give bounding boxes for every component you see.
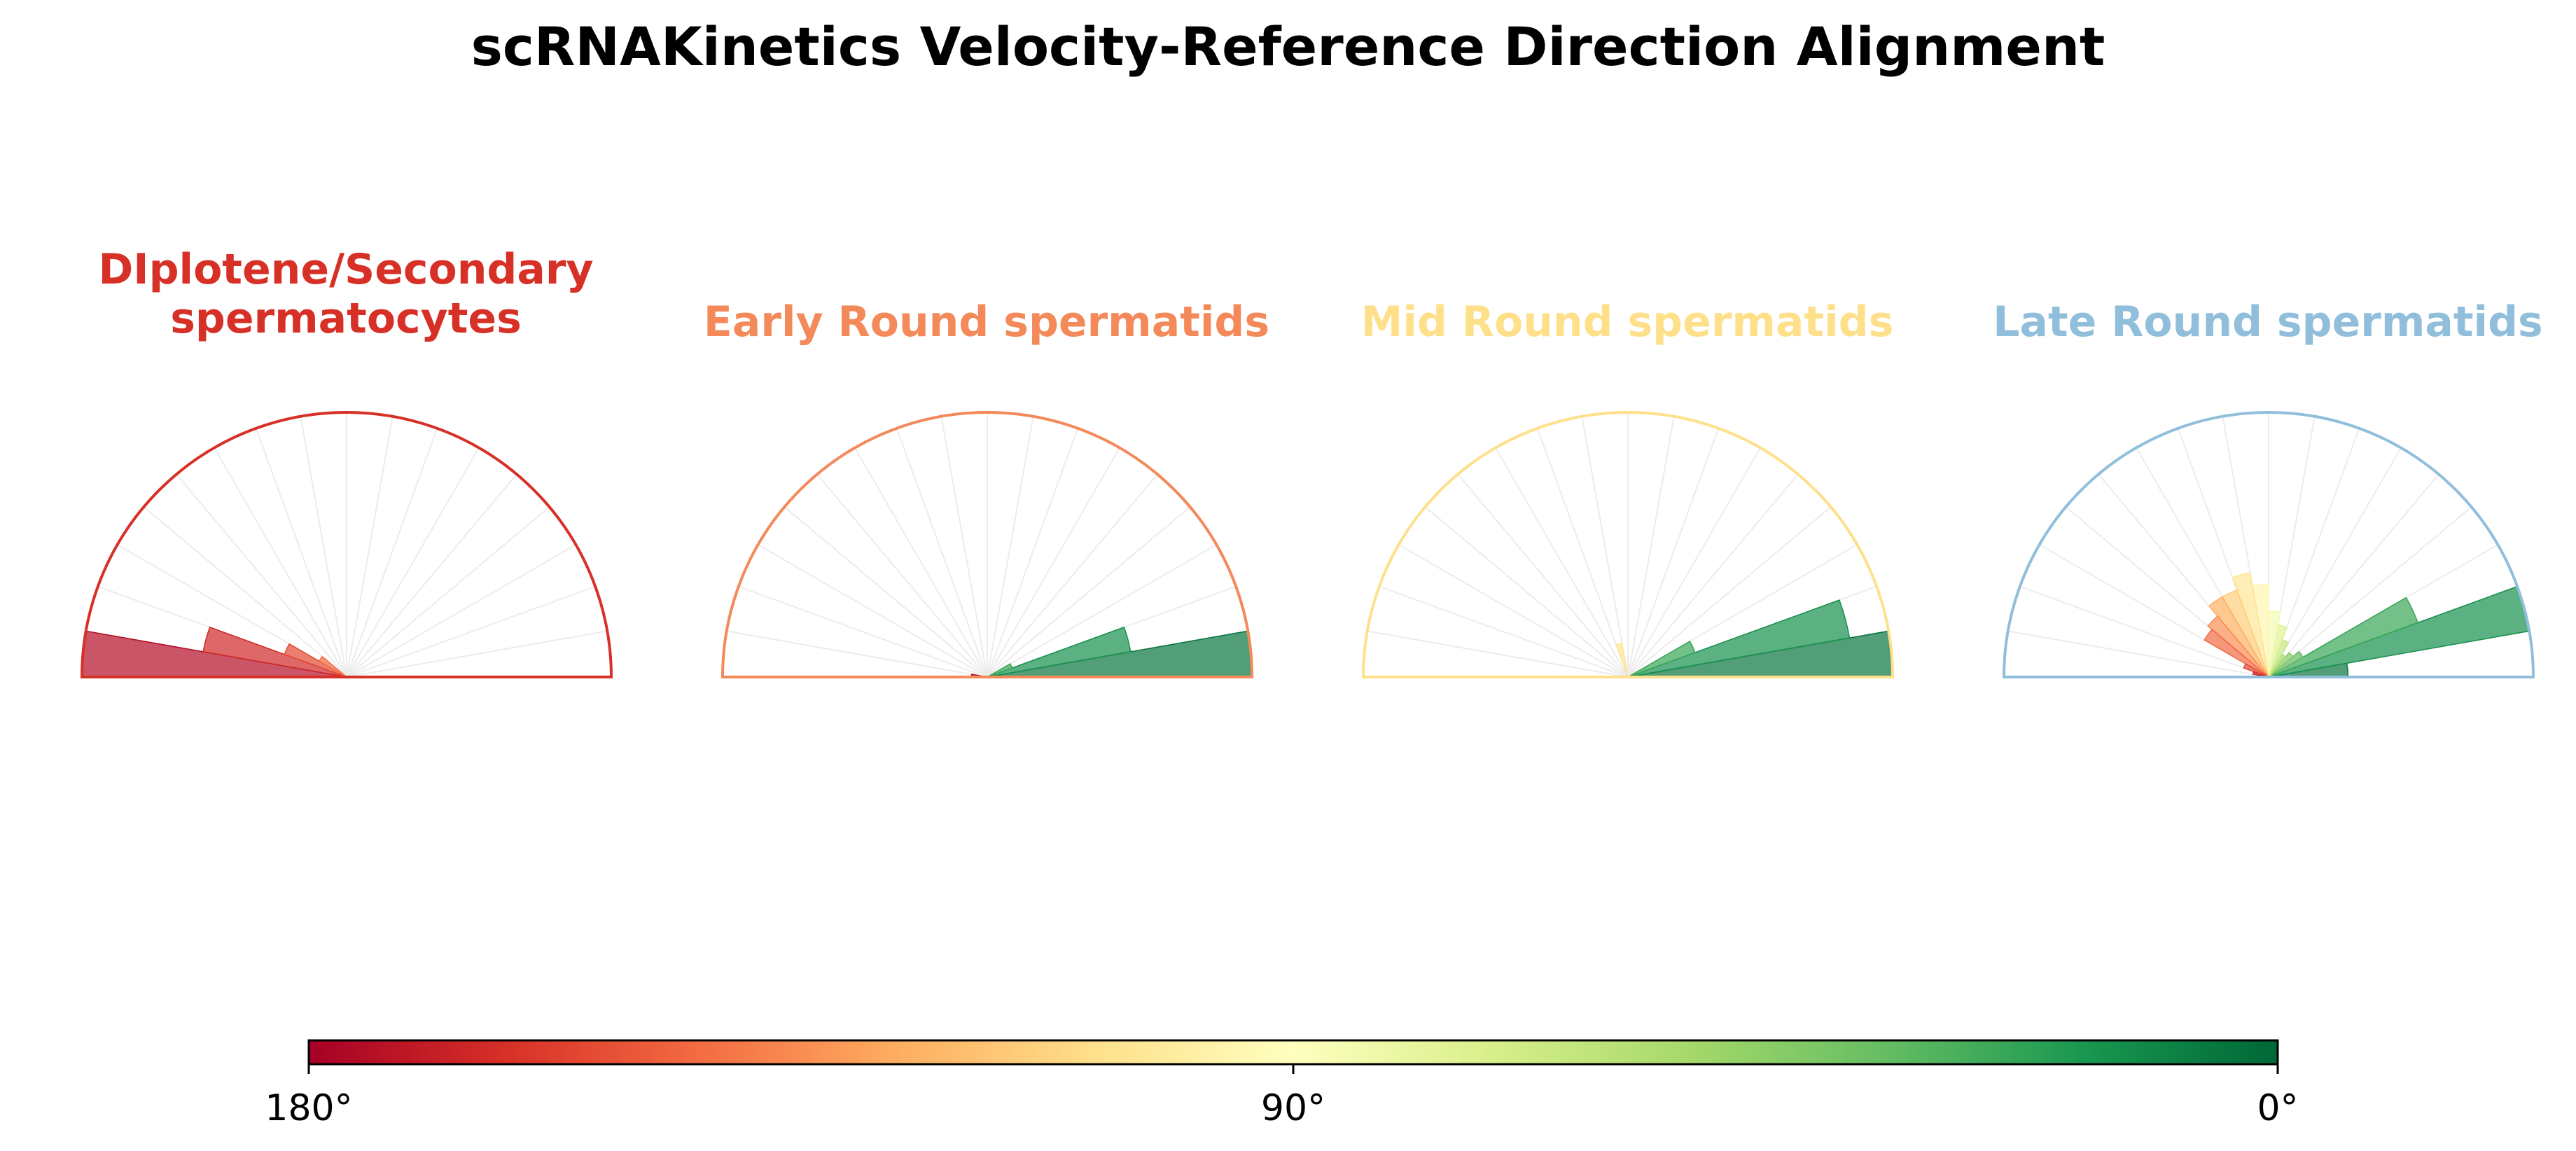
panel-title-late-round: Late Round spermatids: [1953, 298, 2576, 347]
panel-title-early-round: Early Round spermatids: [671, 298, 1302, 347]
polar-gridline: [346, 428, 438, 678]
chart-title: scRNAKinetics Velocity-Reference Directi…: [471, 15, 2105, 78]
polar-bar-wedge: [1627, 640, 1696, 678]
polar-gridline: [1457, 473, 1629, 678]
polar-panel: [80, 411, 613, 678]
polar-gridline: [2268, 473, 2439, 678]
polar-bar-wedge: [318, 655, 347, 678]
polar-gridline: [2268, 447, 2402, 678]
polar-gridline: [2019, 585, 2269, 678]
polar-gridline: [2268, 506, 2472, 678]
polar-panel: [2002, 411, 2535, 678]
panel-title-line1: Mid Round spermatids: [1360, 298, 1894, 347]
polar-gridline: [1581, 416, 1629, 678]
polar-gridline: [255, 428, 347, 678]
polar-gridline: [1536, 428, 1629, 678]
polar-bar-wedge: [1615, 642, 1629, 678]
polar-gridline: [1627, 447, 1761, 678]
polar-frame: [80, 411, 613, 678]
polar-gridline: [987, 544, 1217, 678]
polar-gridline: [214, 447, 347, 678]
polar-gridline: [1627, 416, 1675, 678]
polar-gridline: [784, 506, 988, 678]
polar-bar-wedge: [2268, 650, 2304, 678]
polar-panel: [1361, 411, 1895, 678]
polar-gridline: [987, 506, 1191, 678]
polar-gridline: [1367, 630, 1629, 678]
polar-bar-wedge: [2203, 628, 2269, 678]
polar-gridline: [758, 544, 988, 678]
panel-title-line1: DIplotene/Secondary: [98, 245, 594, 294]
polar-gridline: [2007, 630, 2269, 678]
polar-bar-wedge: [987, 663, 1013, 678]
polar-gridline: [726, 630, 988, 678]
colorbar-tick-90: 90°: [1260, 1087, 1326, 1129]
polar-bar-wedge: [2268, 652, 2294, 678]
polar-gridline: [987, 428, 1079, 678]
polar-gridline: [346, 506, 550, 678]
polar-bar-wedge: [2243, 663, 2269, 678]
panel-title-diplotene: DIplotene/Secondary spermatocytes: [31, 245, 661, 343]
polar-gridline: [1398, 544, 1629, 678]
polar-gridline: [1495, 447, 1629, 678]
polar-bar-wedge: [2208, 596, 2269, 678]
polar-gridline: [987, 447, 1120, 678]
polar-gridline: [738, 585, 988, 678]
polar-bar-wedge: [2207, 615, 2269, 678]
polar-bar-wedge: [202, 626, 347, 678]
polar-gridline: [1627, 506, 1832, 678]
colorbar: [307, 1039, 2279, 1066]
polar-panel: [720, 411, 1254, 678]
polar-gridline: [300, 416, 347, 678]
polar-bar-wedge: [1627, 599, 1851, 678]
panel-title-line1: Early Round spermatids: [703, 298, 1270, 347]
colorbar-tick-180: 180°: [265, 1087, 353, 1129]
polar-frame: [2002, 411, 2535, 678]
polar-gridline: [987, 473, 1158, 678]
polar-gridline: [346, 447, 480, 678]
colorbar-tick-0: 0°: [2257, 1087, 2299, 1129]
panel-title-line2: spermatocytes: [170, 294, 522, 343]
polar-gridline: [346, 544, 576, 678]
polar-frame: [1361, 411, 1895, 678]
polar-gridline: [896, 428, 988, 678]
polar-gridline: [987, 416, 1034, 678]
panel-title-mid-round: Mid Round spermatids: [1312, 298, 1942, 347]
polar-gridline: [346, 473, 517, 678]
polar-gridline: [176, 473, 347, 678]
polar-gridline: [143, 506, 347, 678]
polar-gridline: [854, 447, 988, 678]
polar-gridline: [1424, 506, 1629, 678]
polar-bar-wedge: [987, 626, 1132, 678]
polar-gridline: [940, 416, 988, 678]
polar-bar-wedge: [2268, 585, 2530, 678]
polar-gridline: [346, 630, 608, 678]
polar-gridline: [1379, 585, 1629, 678]
panel-title-line1: Late Round spermatids: [1993, 298, 2543, 347]
polar-gridline: [1627, 428, 1720, 678]
polar-gridline: [816, 473, 988, 678]
polar-gridline: [346, 416, 394, 678]
polar-bar-wedge: [284, 643, 347, 678]
polar-gridline: [1627, 473, 1799, 678]
polar-gridline: [346, 585, 596, 678]
polar-bar-wedge: [2268, 597, 2419, 678]
polar-frame: [720, 411, 1254, 678]
